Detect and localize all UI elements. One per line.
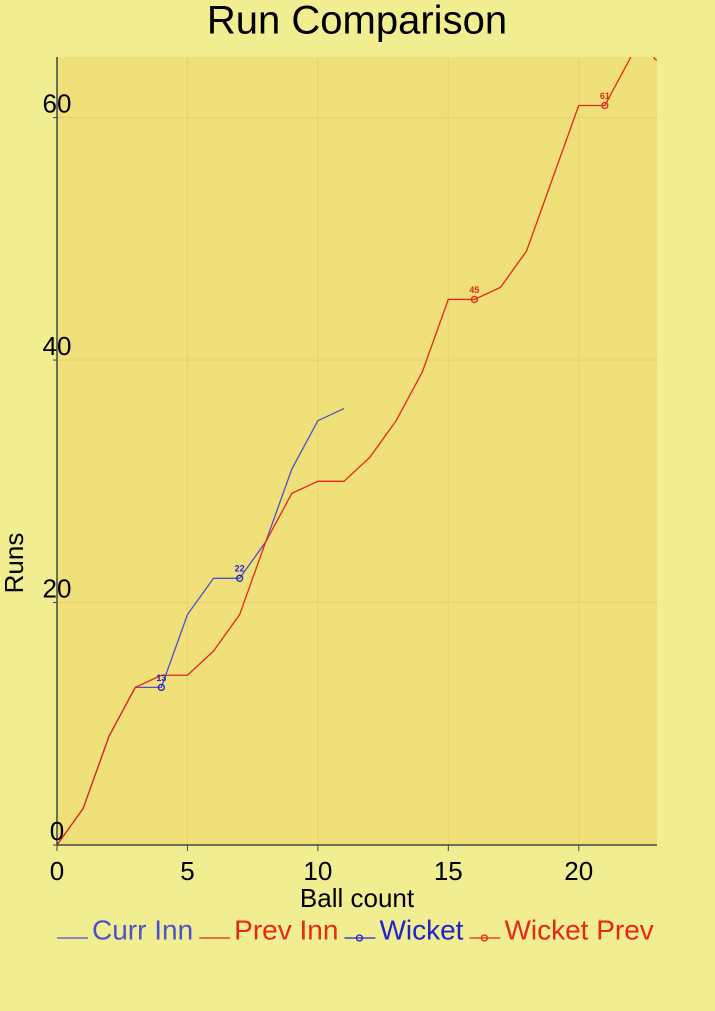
data-label: 22 <box>235 564 245 574</box>
legend-label: Prev Inn <box>234 914 338 945</box>
y-tick-label: 40 <box>43 331 72 361</box>
legend-item: Wicket Prev <box>469 914 654 945</box>
wicket-marker <box>157 683 165 692</box>
wicket-marker <box>235 574 244 582</box>
plot-area <box>57 57 657 845</box>
legend-marker <box>355 934 364 942</box>
legend: Curr Inn Prev Inn Wicket Wicket Prev <box>57 914 654 945</box>
chart-title: Run Comparison <box>207 0 507 43</box>
x-tick-label: 20 <box>564 856 593 886</box>
x-axis-label: Ball count <box>300 883 415 913</box>
data-label: 61 <box>600 91 610 101</box>
data-label: 45 <box>469 285 479 295</box>
x-tick-label: 15 <box>434 856 463 886</box>
x-tick-label: 10 <box>303 856 332 886</box>
plot-marks: 13 22 45 61 65 <box>57 42 662 845</box>
legend-label: Wicket Prev <box>504 914 653 945</box>
y-axis-label: Runs <box>0 533 29 594</box>
wicket-marker <box>470 295 479 304</box>
legend-marker <box>480 934 489 942</box>
data-label: 65 <box>652 42 662 52</box>
y-tick-label: 60 <box>43 88 72 118</box>
series-line <box>57 57 632 845</box>
legend-item: Curr Inn <box>57 914 193 945</box>
x-tick-label: 5 <box>180 856 194 886</box>
data-label: 13 <box>156 673 166 683</box>
legend-item: Prev Inn <box>199 914 338 945</box>
x-tick-label: 0 <box>50 856 64 886</box>
y-tick-label: 20 <box>43 573 72 603</box>
y-tick-label: 0 <box>50 816 64 846</box>
legend-label: Curr Inn <box>92 914 193 945</box>
legend-label: Wicket <box>379 914 463 945</box>
legend-item: Wicket <box>344 914 464 945</box>
wicket-marker <box>601 101 609 110</box>
